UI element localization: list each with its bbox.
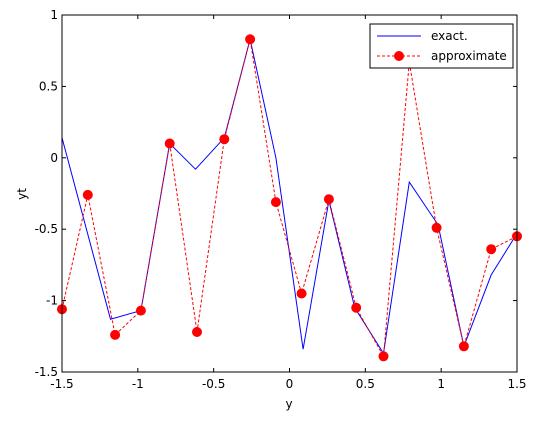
series-line-approximate [61,39,518,358]
x-tick-label: 0 [286,377,294,391]
data-point [458,341,469,352]
y-tick-label: 1 [50,8,58,22]
legend-approximate-marker [394,51,404,61]
data-point [135,305,146,316]
x-tick-label: -1 [132,377,144,391]
y-tick-label: 0.5 [39,79,58,93]
data-point [296,288,307,299]
y-axis-label: yt [15,188,29,200]
series-layer [57,34,522,362]
y-tick-label: -1 [46,294,58,308]
x-axis-label: y [285,397,292,411]
legend: exact. approximate [369,23,514,69]
x-tick-label: -1.5 [50,377,73,391]
data-point [486,244,497,255]
y-tick-label: -1.5 [35,365,58,379]
legend-box [369,23,514,69]
legend-approximate-label: approximate [431,49,507,63]
data-point [164,138,175,149]
data-point [431,222,442,233]
x-tick-label: -0.5 [202,377,225,391]
data-point [351,302,362,313]
y-tick-label: 0 [50,151,58,165]
data-point [323,194,334,205]
x-tick-label: 1 [437,377,445,391]
ticks-layer: -1.5 -1 -0.5 0 0.5 1 1.5 -1.5 -1 -0.5 0 0.5 1 [35,8,527,391]
data-point [82,189,93,200]
x-tick-label: 1.5 [507,377,526,391]
plot-area [62,15,517,372]
data-point [270,197,281,208]
y-tick-label: -0.5 [35,222,58,236]
data-point [378,351,389,362]
data-point [192,327,202,337]
data-point [245,34,256,45]
series-line-exact [61,39,518,355]
x-tick-label: 0.5 [356,377,375,391]
data-point [110,329,121,340]
data-point [219,134,230,145]
legend-exact-label: exact. [431,29,468,43]
